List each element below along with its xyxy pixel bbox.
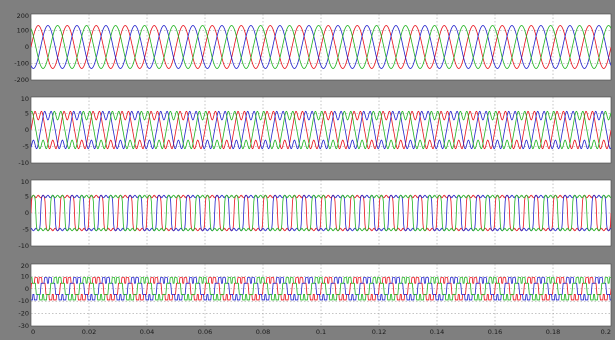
series-line-3 [31, 194, 611, 232]
scope-panel-2: 10 5 0 -5 -10 [18, 95, 612, 167]
y-tick-label: 0 [25, 285, 29, 293]
series-line-1 [31, 194, 611, 232]
scope-panel-1: 200 100 0 -100 -200 [14, 12, 612, 84]
y-tick-label: 200 [17, 12, 29, 20]
series-line-1 [31, 25, 611, 69]
y-tick-label: -100 [14, 60, 29, 68]
y-tick-label: 10 [21, 178, 29, 186]
y-tick-label: 0 [25, 209, 29, 217]
y-tick-label: -5 [23, 143, 29, 151]
y-tick-label: -10 [18, 297, 29, 305]
x-tick-label: 0.14 [430, 328, 444, 336]
series-line-1 [31, 110, 611, 150]
series-line-3 [31, 277, 611, 301]
y-tick-label: 10 [21, 95, 29, 103]
y-tick-label: 100 [17, 27, 29, 35]
scope-panel-3: 10 5 0 -5 -10 [18, 178, 612, 250]
y-tick-label: 20 [21, 262, 29, 270]
y-tick-label: 10 [21, 272, 29, 280]
series-line-3 [31, 110, 611, 150]
y-tick-label: -10 [18, 242, 29, 250]
x-tick-label: 0.2 [601, 328, 611, 336]
x-tick-label: 0.08 [256, 328, 270, 336]
y-tick-label: 0 [25, 126, 29, 134]
series-line-2 [31, 110, 611, 150]
x-tick-label: 0.04 [140, 328, 154, 336]
y-tick-label: -20 [18, 310, 29, 318]
x-tick-label: 0.16 [488, 328, 502, 336]
series-line-1 [31, 277, 611, 301]
y-tick-label: 5 [25, 193, 29, 201]
series-line-2 [31, 25, 611, 69]
y-tick-label: -200 [14, 76, 29, 84]
y-tick-label: 0 [25, 43, 29, 51]
y-tick-label: -5 [23, 226, 29, 234]
series-line-2 [31, 277, 611, 301]
x-tick-label: 0.1 [316, 328, 326, 336]
x-tick-label: 0.02 [82, 328, 96, 336]
x-tick-label: 0.18 [546, 328, 560, 336]
y-tick-label: -10 [18, 159, 29, 167]
y-tick-label: -30 [18, 322, 29, 330]
y-tick-label: 5 [25, 110, 29, 118]
x-tick-label: 0.06 [198, 328, 212, 336]
x-tick-label: 0 [31, 328, 35, 336]
x-tick-label: 0.12 [372, 328, 386, 336]
series-line-2 [31, 194, 611, 232]
series-line-3 [31, 25, 611, 69]
